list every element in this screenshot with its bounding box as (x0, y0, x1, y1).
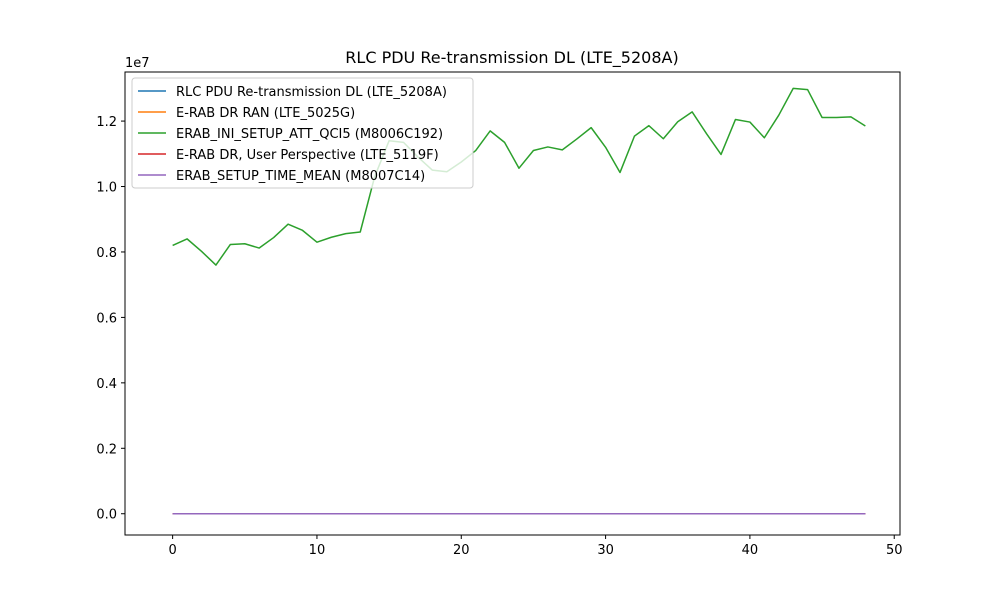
plot-frame (124, 71, 901, 536)
y-tick-label: 0.4 (96, 377, 117, 392)
legend-entry: RLC PDU Re-transmission DL (LTE_5208A) (176, 85, 447, 100)
y-tick-label: 0.6 (96, 311, 117, 326)
legend-entry: ERAB_INI_SETUP_ATT_QCI5 (M8006C192) (176, 127, 443, 142)
x-tick-label: 10 (309, 543, 326, 558)
legend-entry: E-RAB DR RAN (LTE_5025G) (176, 106, 355, 121)
x-tick-label: 20 (453, 543, 470, 558)
x-tick-label: 50 (886, 543, 903, 558)
x-tick-label: 40 (742, 543, 759, 558)
legend-frame (131, 77, 474, 189)
chart-title: RLC PDU Re-transmission DL (LTE_5208A) (345, 48, 678, 68)
y-scale-label: 1e7 (125, 56, 150, 71)
x-tick-label: 30 (597, 543, 614, 558)
y-tick-label: 0.0 (96, 508, 117, 523)
y-tick-label: 1.2 (96, 115, 117, 130)
series-layer (172, 87, 866, 515)
legend-entry: E-RAB DR, User Perspective (LTE_5119F) (176, 148, 439, 163)
x-tick-label: 0 (168, 543, 176, 558)
y-tick-label: 0.8 (96, 246, 117, 261)
axis-ticks: 0 10 20 30 40 50 0.0 0.2 0.4 0.6 0.8 1.0 1.2 (96, 115, 902, 558)
legend-entry: ERAB_SETUP_TIME_MEAN (M8007C14) (176, 169, 425, 184)
y-tick-label: 0.2 (96, 442, 117, 457)
legend: RLC PDU Re-transmission DL (LTE_5208A) E-… (131, 77, 474, 189)
y-tick-label: 1.0 (96, 181, 117, 196)
series-line-3 (172, 87, 866, 266)
